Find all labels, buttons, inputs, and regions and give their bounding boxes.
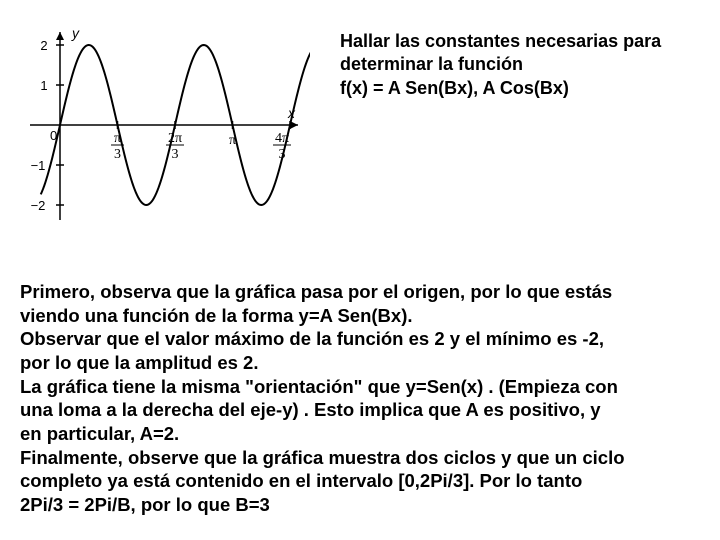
body-line: La gráfica tiene la misma "orientación" … — [20, 375, 700, 399]
svg-text:1: 1 — [40, 78, 47, 93]
body-line: por lo que la amplitud es 2. — [20, 351, 700, 375]
body-line: 2Pi/3 = 2Pi/B, por lo que B=3 — [20, 493, 700, 517]
prompt-line-3: f(x) = A Sen(Bx), A Cos(Bx) — [340, 77, 661, 100]
body-line: Primero, observa que la gráfica pasa por… — [20, 280, 700, 304]
svg-text:3: 3 — [114, 147, 121, 162]
body-line: Observar que el valor máximo de la funci… — [20, 327, 700, 351]
body-line: Finalmente, observe que la gráfica muest… — [20, 446, 700, 470]
sine-chart: 2 1 −1 −2 π 3 2π 3 π 4π 3 y x — [20, 20, 310, 230]
svg-text:2: 2 — [40, 38, 47, 53]
svg-text:y: y — [71, 25, 80, 41]
prompt-line-2: determinar la función — [340, 53, 661, 76]
body-line: completo ya está contenido en el interva… — [20, 469, 700, 493]
svg-text:−1: −1 — [31, 158, 46, 173]
body-line: en particular, A=2. — [20, 422, 700, 446]
solution-text: Primero, observa que la gráfica pasa por… — [20, 280, 700, 517]
prompt-line-1: Hallar las constantes necesarias para — [340, 30, 661, 53]
prompt-text: Hallar las constantes necesarias para de… — [340, 20, 661, 100]
body-line: viendo una función de la forma y=A Sen(B… — [20, 304, 700, 328]
body-line: una loma a la derecha del eje-y) . Esto … — [20, 398, 700, 422]
svg-text:−2: −2 — [31, 198, 46, 213]
svg-text:3: 3 — [172, 147, 179, 162]
